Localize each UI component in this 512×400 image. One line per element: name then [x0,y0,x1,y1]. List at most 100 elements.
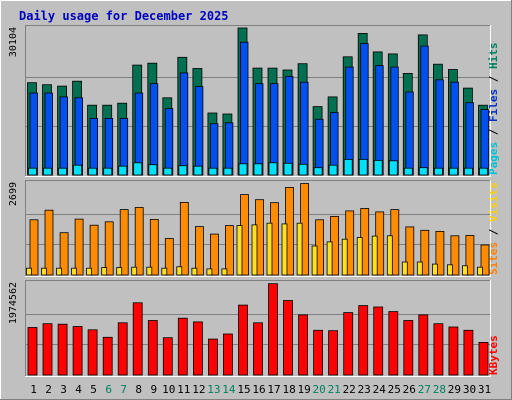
visits-panel-bar-sites-8 [131,266,138,276]
x-tick-label-14: 14 [222,383,236,396]
visits-panel-bar-sites-18 [281,223,288,276]
hits-panel-bar-pages-20 [313,167,323,176]
hits-panel-bar-files-11 [179,72,189,176]
hits-panel-bar-pages-16 [253,163,263,176]
hits-panel-bar-files-2 [44,92,53,176]
hits-panel-legend-item: Hits [487,43,500,70]
visits-panel-bar-sites-30 [461,265,468,276]
x-tick-label-27: 27 [418,383,431,396]
kbytes-panel-bar-kbytes-18 [283,300,293,376]
hits-panel-bar-files-4 [74,97,83,176]
visits-panel-legend: Sites / Visits [487,182,500,275]
hits-panel-bar-files-16 [255,83,264,176]
hits-panel-bar-pages-28 [433,167,443,176]
visits-panel-bar-visits-5 [89,224,99,276]
x-tick-label-31: 31 [478,383,491,396]
hits-panel-bar-files-10 [164,108,174,176]
kbytes-panel-bar-kbytes-6 [102,336,113,376]
x-tick-label-30: 30 [463,383,476,396]
visits-panel-bar-visits-14 [224,225,234,276]
visits-panel-bar-visits-26 [405,226,415,276]
kbytes-panel-bar-kbytes-13 [207,338,218,376]
kbytes-panel-bar-kbytes-31 [478,341,489,376]
visits-panel-bar-sites-14 [221,268,228,276]
visits-panel-bar-sites-1 [26,267,32,276]
visits-panel-bar-sites-12 [191,267,198,276]
kbytes-panel-bar-kbytes-19 [298,314,309,376]
hits-panel-bar-pages-19 [298,163,308,176]
visits-panel-bar-sites-27 [416,261,423,276]
hits-panel-bar-files-12 [194,86,204,176]
visits-panel-bar-visits-7 [119,209,129,276]
visits-panel-bar-sites-29 [446,264,453,276]
hits-panel-bar-files-3 [59,96,68,176]
visits-panel-bar-visits-29 [450,235,460,276]
kbytes-panel-bar-kbytes-5 [87,329,98,376]
kbytes-panel-bar-kbytes-4 [72,326,83,376]
visits-panel-bar-sites-24 [371,235,378,276]
x-tick-label-29: 29 [448,383,461,396]
hits-panel-bar-files-14 [224,122,234,176]
visits-panel-bar-visits-13 [209,233,219,276]
hits-panel-bar-files-26 [405,91,414,176]
hits-panel-bar-pages-8 [133,162,143,176]
hits-panel-bar-files-24 [375,65,384,176]
hits-panel-bar-pages-13 [208,167,218,176]
hits-panel-bar-files-6 [104,118,114,176]
visits-panel-bar-sites-17 [266,222,273,276]
kbytes-panel-bar-kbytes-30 [463,329,474,376]
kbytes-panel-bar-kbytes-24 [373,306,384,376]
kbytes-panel-bar-kbytes-1 [27,327,38,376]
hits-panel-bar-pages-2 [43,167,52,176]
visits-panel: 2699 Sites / Visits [8,180,500,277]
x-tick-label-28: 28 [433,383,446,396]
visits-panel-bar-visits-3 [59,232,69,276]
hits-panel-bar-pages-6 [103,167,113,176]
panels-group: 30104 Pages / Files / Hits 2699 Sites / Vis… [8,25,500,377]
hits-panel-bar-files-20 [315,118,324,176]
hits-panel: 30104 Pages / Files / Hits [8,25,500,177]
hits-panel-bar-pages-23 [358,158,368,176]
hits-panel-bar-pages-15 [238,163,248,176]
hits-panel-bar-pages-22 [343,158,353,176]
kbytes-panel-bar-kbytes-20 [313,329,324,376]
hits-panel-bar-pages-21 [328,164,338,176]
hits-panel-bar-files-23 [360,43,369,176]
hits-panel-bar-files-25 [390,66,399,176]
hits-panel-bar-files-31 [480,109,489,176]
visits-panel-max-label: 2699 [8,182,19,206]
kbytes-panel-bar-kbytes-29 [448,326,459,376]
x-tick-label-8: 8 [135,383,142,396]
visits-panel-bar-visits-31 [480,244,490,276]
hits-panel-bar-files-22 [345,66,354,176]
x-tick-label-1: 1 [30,383,37,396]
x-tick-label-5: 5 [90,383,97,396]
x-tick-label-17: 17 [267,383,280,396]
hits-panel-bar-pages-11 [178,165,188,176]
hits-panel-bar-files-30 [465,102,474,176]
kbytes-panel-bar-kbytes-8 [132,302,143,376]
x-tick-label-6: 6 [105,383,112,396]
hits-panel-bar-files-1 [29,92,38,176]
visits-panel-bar-sites-11 [176,266,183,276]
kbytes-panel-max-label: 1974562 [8,282,19,324]
visits-panel-bar-visits-9 [149,218,159,276]
visits-panel-bar-visits-8 [134,207,144,276]
hits-panel-bar-files-27 [420,45,429,176]
hits-panel-bar-pages-9 [148,164,158,176]
visits-panel-bar-visits-4 [74,218,84,276]
visits-panel-bar-sites-10 [161,267,168,276]
kbytes-panel-bar-kbytes-9 [147,320,158,376]
kbytes-panel-bar-kbytes-27 [418,314,429,376]
hits-panel-bar-pages-25 [388,160,398,176]
kbytes-panel-legend: KBytes [487,335,500,375]
visits-panel-bar-visits-6 [104,221,114,276]
visits-panel-bar-sites-2 [41,267,47,276]
hits-panel-bar-pages-27 [418,167,428,176]
visits-panel-bar-sites-26 [401,261,408,276]
visits-panel-legend-item: Sites [487,242,500,275]
hits-panel-bar-pages-17 [268,162,278,176]
visits-panel-bar-sites-25 [386,235,393,276]
hits-panel-bar-pages-26 [403,167,413,176]
